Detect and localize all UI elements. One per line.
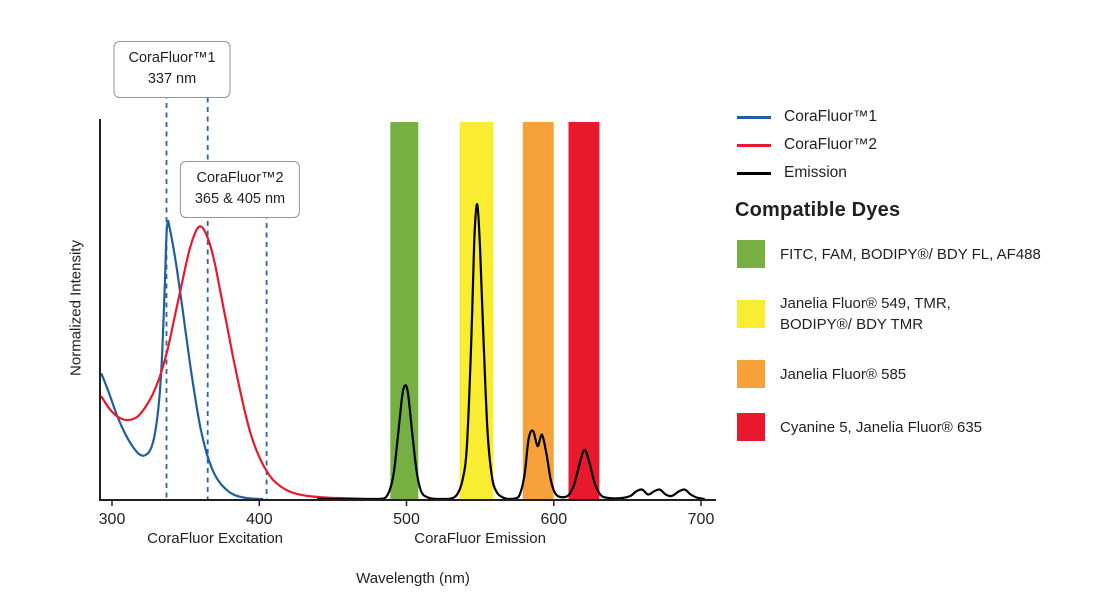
green-dye-swatch (737, 240, 765, 268)
blue-line-swatch (737, 115, 771, 119)
axis-section-label-2: CoraFluor Emission (414, 530, 546, 547)
dye-label-red: Cyanine 5, Janelia Fluor® 635 (780, 418, 983, 436)
x-tick-label-500: 500 (393, 511, 420, 528)
red-dye-swatch (737, 413, 765, 441)
series-curve-1 (100, 219, 264, 501)
dye-label-yellow: Janelia Fluor® 549, TMR, BODIPY®/ BDY TM… (780, 295, 951, 333)
legend-item-corafluor2: CoraFluor™2 (737, 136, 877, 154)
series-curve-3 (317, 203, 705, 501)
x-tick-label-600: 600 (540, 511, 567, 528)
dye-item-yellow: Janelia Fluor® 549, TMR, BODIPY®/ BDY TM… (737, 293, 1041, 335)
dye-label-orange: Janelia Fluor® 585 (780, 365, 907, 383)
dye-item-orange: Janelia Fluor® 585 (737, 360, 1041, 388)
compatible-dyes-list: FITC, FAM, BODIPY®/ BDY FL, AF488 Janeli… (737, 240, 1041, 441)
callout-corafluor1-title: CoraFluor™1 (128, 50, 216, 66)
y-axis-label: Normalized Intensity (67, 240, 85, 376)
legend-label-emission: Emission (784, 164, 847, 181)
red-line-swatch (737, 143, 771, 147)
x-tick-label-300: 300 (99, 511, 126, 528)
black-line-swatch (737, 171, 771, 175)
legend-item-corafluor1: CoraFluor™1 (737, 108, 877, 126)
callout-corafluor2-value: 365 & 405 nm (194, 191, 286, 208)
dye-item-red: Cyanine 5, Janelia Fluor® 635 (737, 413, 1041, 441)
orange-dye-swatch (737, 360, 765, 388)
x-tick-label-400: 400 (246, 511, 273, 528)
dye-label-green: FITC, FAM, BODIPY®/ BDY FL, AF488 (780, 245, 1041, 263)
callout-corafluor1: CoraFluor™1 337 nm (113, 41, 231, 99)
yellow-dye-swatch (737, 300, 765, 328)
legend-label-corafluor2: CoraFluor™2 (784, 136, 878, 153)
filter-band-red (568, 122, 600, 499)
dye-item-green: FITC, FAM, BODIPY®/ BDY FL, AF488 (737, 240, 1041, 268)
x-tick-label-700: 700 (688, 511, 715, 528)
filter-band-orange (522, 122, 554, 499)
x-axis-label: Wavelength (nm) (356, 570, 470, 587)
callout-corafluor1-value: 337 nm (147, 71, 197, 88)
compatible-dyes-heading: Compatible Dyes (735, 199, 901, 221)
legend: CoraFluor™1 CoraFluor™2 Emission (737, 108, 877, 182)
callout-corafluor2: CoraFluor™2 365 & 405 nm (179, 161, 301, 219)
callout-corafluor2-title: CoraFluor™2 (196, 170, 284, 186)
series-curve-2 (100, 225, 367, 501)
axis-section-label-1: CoraFluor Excitation (147, 530, 283, 547)
legend-label-corafluor1: CoraFluor™1 (784, 108, 878, 125)
legend-item-emission: Emission (737, 164, 877, 182)
